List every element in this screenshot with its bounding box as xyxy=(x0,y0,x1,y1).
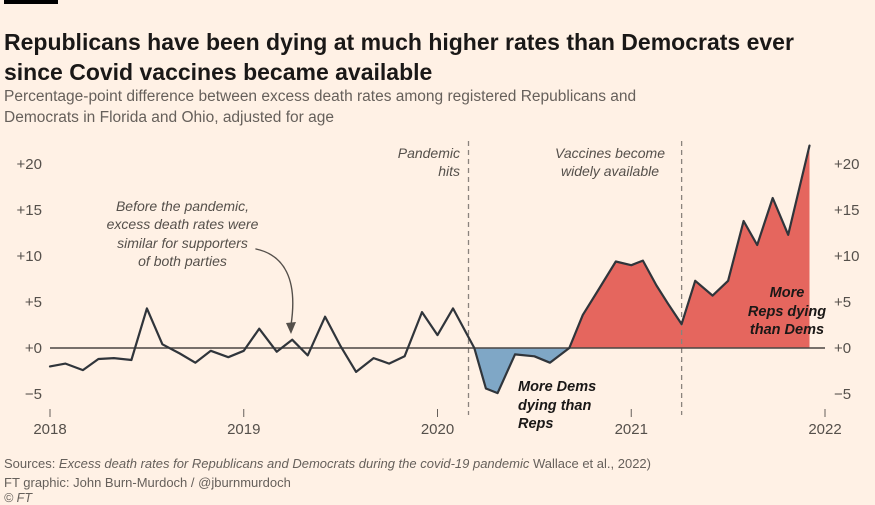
annotation-arrowhead xyxy=(286,322,296,334)
sources-prefix: Sources: xyxy=(4,456,59,471)
svg-text:+5: +5 xyxy=(834,294,851,311)
chart-subtitle: Percentage-point difference between exce… xyxy=(4,88,637,126)
chart-canvas: +20 +15 +10 +5 +0 −5 +20 +15 +10 +5 +0 −5 2018 2019… xyxy=(17,141,859,438)
svg-text:+5: +5 xyxy=(25,294,42,311)
chart-title: Republicans have been dying at much high… xyxy=(4,29,794,85)
svg-text:−5: −5 xyxy=(834,386,851,403)
svg-text:2020: 2020 xyxy=(421,421,454,438)
sources-paper-title: Excess death rates for Republicans and D… xyxy=(58,456,530,471)
y-axis-labels-right: +20 +15 +10 +5 +0 −5 xyxy=(834,156,859,403)
annotation-pre-pandemic: Before the pandemic, excess death rates … xyxy=(106,198,259,270)
ft-top-bar xyxy=(4,0,58,4)
sources-line: Sources: Excess death rates for Republic… xyxy=(4,456,651,471)
annotation-more-dems-dying: More Dems dying than Reps xyxy=(518,379,597,433)
svg-text:+20: +20 xyxy=(834,156,859,173)
svg-text:+15: +15 xyxy=(17,202,42,219)
svg-text:+20: +20 xyxy=(17,156,42,173)
x-axis-ticks xyxy=(49,409,826,417)
ft-copyright: © FT xyxy=(4,491,32,505)
svg-text:2019: 2019 xyxy=(227,421,260,438)
svg-text:2022: 2022 xyxy=(808,421,841,438)
graphic-credit: FT graphic: John Burn-Murdoch / @jburnmu… xyxy=(4,475,291,490)
svg-text:2021: 2021 xyxy=(615,421,648,438)
svg-text:+10: +10 xyxy=(834,248,859,265)
svg-text:+15: +15 xyxy=(834,202,859,219)
x-axis-labels: 2018 2019 2020 2021 2022 xyxy=(33,421,841,438)
annotation-more-reps-dying: More Reps dying than Dems xyxy=(747,285,827,339)
svg-text:+0: +0 xyxy=(834,340,851,357)
svg-text:−5: −5 xyxy=(25,386,42,403)
sources-suffix: Wallace et al., 2022) xyxy=(529,456,651,471)
annotation-pandemic-hits: Pandemic hits xyxy=(397,145,460,180)
annotation-arrow xyxy=(255,248,294,326)
dems-area-fill xyxy=(474,348,570,394)
svg-text:+10: +10 xyxy=(17,248,42,265)
y-axis-labels-left: +20 +15 +10 +5 +0 −5 xyxy=(17,156,42,403)
annotation-vaccines-available: Vaccines become widely available xyxy=(555,145,665,180)
data-line xyxy=(48,144,811,395)
svg-text:+0: +0 xyxy=(25,340,42,357)
reps-area-fill xyxy=(569,145,810,348)
svg-text:2018: 2018 xyxy=(33,421,66,438)
